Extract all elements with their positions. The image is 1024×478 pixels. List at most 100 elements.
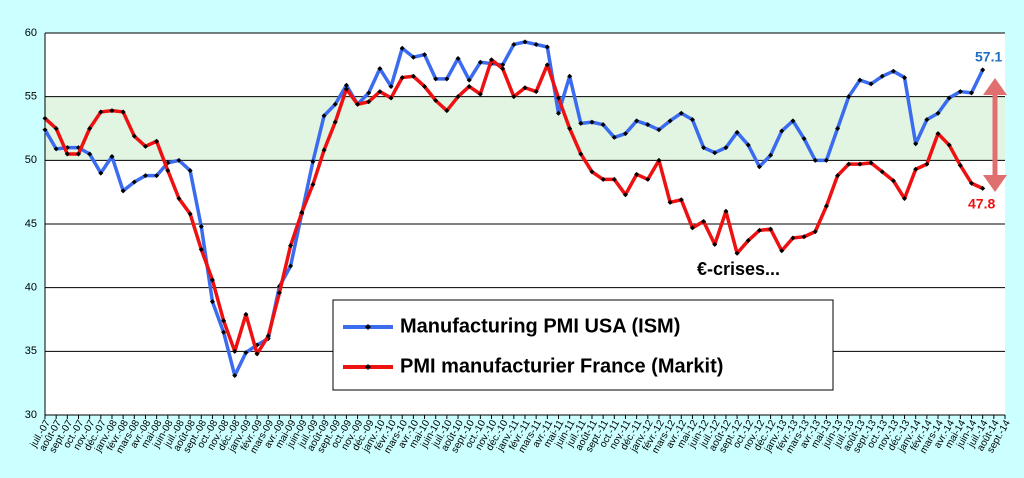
point	[879, 169, 885, 175]
point	[768, 152, 774, 158]
point	[801, 136, 807, 142]
point	[42, 127, 48, 133]
point	[913, 166, 919, 172]
point	[87, 151, 93, 157]
point	[667, 118, 673, 124]
point	[433, 76, 439, 82]
band	[45, 96, 1005, 161]
annotation: 47.8	[968, 196, 995, 212]
point	[254, 351, 260, 357]
point	[120, 188, 126, 194]
arrow-head	[983, 175, 1007, 192]
point	[957, 162, 963, 168]
point	[388, 95, 394, 101]
point	[555, 110, 561, 116]
point	[544, 62, 550, 68]
point	[701, 218, 707, 224]
legend-marker	[365, 364, 371, 370]
point	[701, 145, 707, 151]
point	[779, 128, 785, 134]
point	[511, 94, 517, 100]
point	[265, 333, 271, 339]
point	[578, 120, 584, 126]
point	[689, 117, 695, 123]
point	[209, 299, 215, 305]
point	[835, 173, 841, 179]
point	[243, 350, 249, 356]
point	[332, 119, 338, 125]
point	[377, 89, 383, 95]
point	[734, 129, 740, 135]
point	[890, 178, 896, 184]
point	[835, 126, 841, 131]
point	[846, 94, 852, 100]
point	[555, 95, 561, 101]
point	[98, 109, 104, 115]
point	[756, 227, 762, 233]
annotation: €-crises...	[697, 259, 780, 279]
point	[924, 117, 930, 123]
point	[645, 176, 651, 182]
legend-label: Manufacturing PMI USA (ISM)	[400, 315, 680, 337]
point	[209, 277, 215, 283]
point	[343, 86, 349, 92]
point	[622, 131, 628, 137]
point	[812, 157, 818, 163]
point	[857, 77, 863, 83]
point	[544, 44, 550, 50]
point	[522, 85, 528, 91]
point	[53, 126, 59, 131]
legend-label: PMI manufacturier France (Markit)	[400, 355, 723, 377]
point	[779, 248, 785, 254]
point	[310, 159, 316, 165]
point	[343, 82, 349, 88]
point	[756, 164, 762, 170]
point	[946, 95, 952, 101]
y-tick-label: 40	[25, 282, 37, 294]
point	[131, 133, 137, 139]
point	[131, 179, 137, 185]
point	[64, 151, 70, 157]
point	[723, 208, 729, 214]
point	[890, 68, 896, 74]
point	[634, 118, 640, 124]
point	[768, 226, 774, 232]
point	[645, 122, 651, 128]
point	[466, 83, 472, 89]
point	[823, 157, 829, 163]
point	[410, 73, 416, 79]
point	[75, 151, 81, 157]
point	[935, 110, 941, 116]
point	[221, 329, 227, 335]
point	[567, 73, 573, 79]
y-tick-label: 30	[25, 409, 37, 421]
point	[589, 169, 595, 175]
point	[745, 238, 751, 244]
point	[477, 91, 483, 97]
point	[913, 141, 919, 147]
point	[455, 94, 461, 100]
point	[154, 138, 160, 144]
point	[444, 108, 450, 114]
point	[745, 142, 751, 148]
point	[433, 97, 439, 103]
point	[656, 127, 662, 133]
point	[533, 41, 539, 47]
point	[310, 182, 316, 188]
point	[957, 89, 963, 95]
point	[656, 157, 662, 163]
point	[678, 197, 684, 203]
point	[611, 134, 617, 140]
point	[969, 180, 975, 186]
point	[868, 81, 874, 87]
point	[232, 373, 238, 379]
point	[946, 142, 952, 148]
point	[667, 199, 673, 205]
point	[154, 173, 160, 179]
point	[232, 348, 238, 354]
point	[634, 171, 640, 177]
point	[142, 173, 148, 179]
arrow-head	[983, 78, 1007, 95]
point	[53, 146, 59, 152]
point	[120, 109, 126, 115]
